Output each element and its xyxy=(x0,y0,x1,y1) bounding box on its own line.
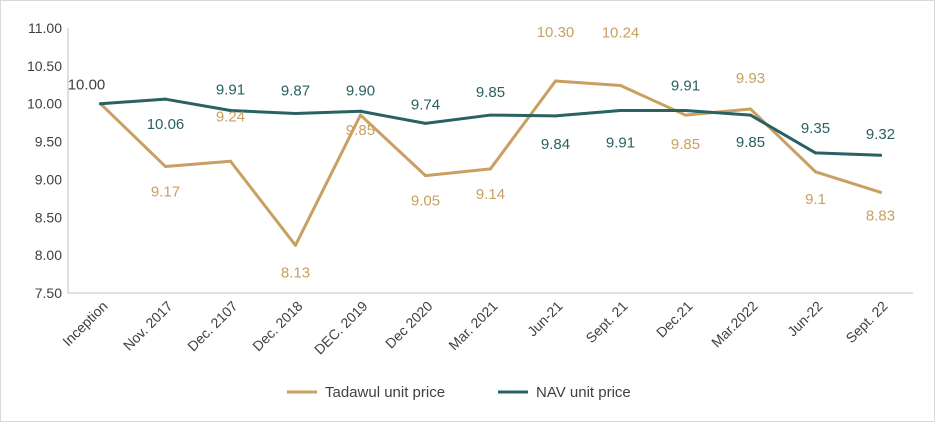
nav-data-label: 9.84 xyxy=(541,136,570,153)
tadawul-data-point xyxy=(424,174,427,178)
tadawul-data-label: 10.24 xyxy=(602,25,640,42)
data-labels: 10.00 9.17 9.24 8.13 9.85 9.05 9.14 10.30 10.24 9… xyxy=(68,24,895,281)
nav-data-label: 9.74 xyxy=(411,96,440,113)
nav-data-point xyxy=(879,153,882,157)
axes xyxy=(67,28,913,294)
nav-data-label: 9.91 xyxy=(606,135,635,152)
y-tick-label: 10.00 xyxy=(27,96,62,112)
x-tick-label: Jun-21 xyxy=(524,298,566,340)
x-tick-label: Jun-22 xyxy=(784,298,826,340)
nav-data-point xyxy=(229,109,232,113)
nav-data-point xyxy=(684,109,687,113)
tadawul-data-label: 9.85 xyxy=(671,136,700,153)
x-tick-label: Dec.21 xyxy=(653,298,696,341)
tadawul-data-label: 8.13 xyxy=(281,264,310,281)
tadawul-data-label: 10.00 xyxy=(68,77,106,94)
nav-data-label: 9.32 xyxy=(866,126,895,143)
y-tick-label: 11.00 xyxy=(28,20,62,36)
x-axis-ticks: Inception Nov. 2017 Dec. 2107 Dec. 2018 DEC.… xyxy=(59,298,891,358)
nav-data-point xyxy=(749,113,752,117)
nav-data-point xyxy=(99,102,102,106)
tadawul-data-label: 9.85 xyxy=(346,122,375,139)
legend-label: NAV unit price xyxy=(536,384,631,401)
tadawul-data-point xyxy=(814,170,817,174)
tadawul-data-label: 9.1 xyxy=(805,191,826,208)
nav-data-label: 9.90 xyxy=(346,82,375,99)
x-tick-label: Nov. 2017 xyxy=(120,298,176,354)
tadawul-data-point xyxy=(294,243,297,247)
tadawul-data-label: 9.93 xyxy=(736,70,765,87)
tadawul-data-point xyxy=(619,84,622,88)
nav-data-point xyxy=(489,113,492,117)
tadawul-data-point xyxy=(359,113,362,117)
tadawul-data-label: 10.30 xyxy=(537,24,575,41)
nav-data-point xyxy=(294,112,297,116)
legend-label: Tadawul unit price xyxy=(325,384,445,401)
x-tick-label: Mar.2022 xyxy=(708,298,761,351)
tadawul-data-point xyxy=(749,107,752,111)
y-tick-label: 8.50 xyxy=(35,209,62,225)
y-tick-label: 9.00 xyxy=(35,171,62,187)
y-tick-label: 10.50 xyxy=(27,58,62,74)
legend: Tadawul unit price NAV unit price xyxy=(287,384,631,401)
nav-data-label: 9.85 xyxy=(476,84,505,101)
x-tick-label: Dec. 2018 xyxy=(249,298,306,355)
tadawul-data-label: 9.05 xyxy=(411,193,440,210)
x-tick-label: DEC. 2019 xyxy=(311,298,371,358)
tadawul-data-point xyxy=(879,190,882,194)
tadawul-data-label: 9.17 xyxy=(151,184,180,201)
x-tick-label: Mar. 2021 xyxy=(445,298,500,353)
nav-data-point xyxy=(814,151,817,155)
x-tick-label: Sept. 21 xyxy=(582,298,630,346)
tadawul-data-label: 8.83 xyxy=(866,207,895,224)
nav-data-point xyxy=(164,97,167,101)
nav-data-label: 9.91 xyxy=(671,78,700,95)
nav-data-point xyxy=(359,109,362,113)
y-tick-label: 8.00 xyxy=(35,247,62,263)
nav-data-point xyxy=(619,109,622,113)
tadawul-data-point xyxy=(164,165,167,169)
nav-data-point xyxy=(554,114,557,118)
tadawul-data-label: 9.14 xyxy=(476,186,505,203)
tadawul-data-point xyxy=(684,113,687,117)
nav-data-label: 9.85 xyxy=(736,134,765,151)
x-tick-label: Sept. 22 xyxy=(842,298,890,346)
tadawul-data-label: 9.24 xyxy=(216,108,245,125)
nav-data-label: 9.35 xyxy=(801,120,830,137)
nav-data-label: 9.87 xyxy=(281,83,310,100)
y-tick-label: 9.50 xyxy=(35,134,62,150)
x-tick-label: Dec. 2107 xyxy=(184,298,241,355)
x-tick-label: Dec 2020 xyxy=(382,298,436,352)
tadawul-data-point xyxy=(229,159,232,163)
nav-data-point xyxy=(424,121,427,125)
y-axis-ticks: 7.50 8.00 8.50 9.00 9.50 10.00 10.50 11.00 xyxy=(27,20,62,301)
nav-data-label: 9.91 xyxy=(216,82,245,99)
nav-data-label: 10.06 xyxy=(147,116,185,133)
tadawul-series-line xyxy=(99,79,882,247)
x-tick-label: Inception xyxy=(59,298,110,349)
series-lines xyxy=(99,79,882,247)
y-tick-label: 7.50 xyxy=(35,285,62,301)
tadawul-data-point xyxy=(554,79,557,83)
tadawul-data-point xyxy=(489,167,492,171)
